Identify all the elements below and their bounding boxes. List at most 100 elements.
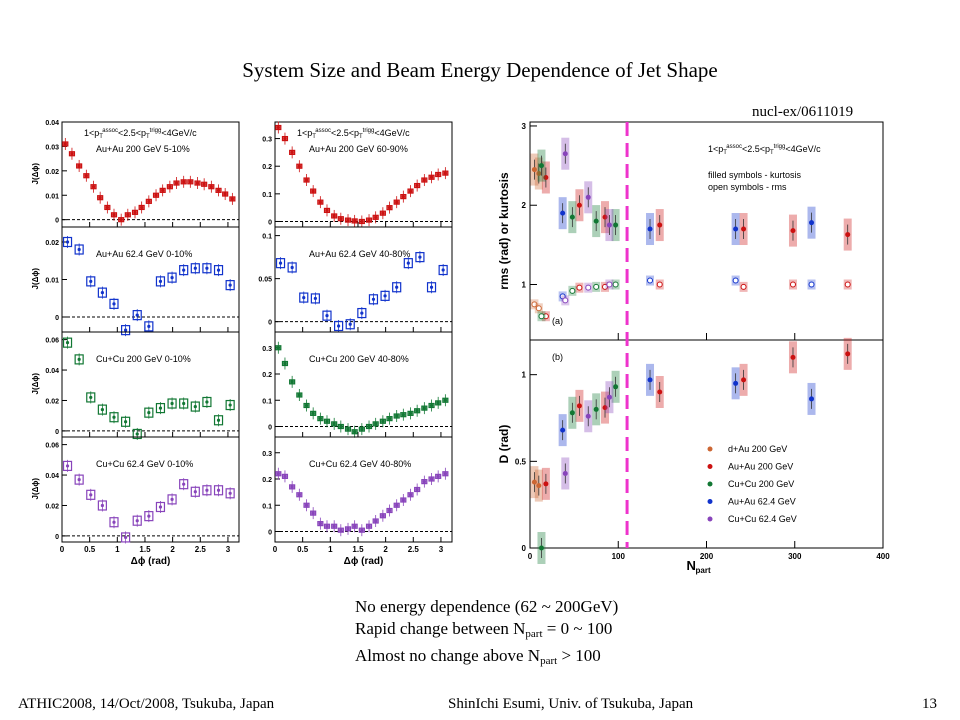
y-tick-label: 0.02 xyxy=(45,169,59,176)
data-marker xyxy=(538,163,544,169)
panel-1-1 xyxy=(274,226,453,333)
data-marker xyxy=(182,401,186,406)
data-marker xyxy=(100,503,104,508)
data-marker xyxy=(168,185,172,189)
data-marker xyxy=(223,192,227,196)
x-tick-label: 1.5 xyxy=(352,545,364,554)
data-marker xyxy=(304,178,309,182)
data-marker xyxy=(536,483,542,489)
data-marker xyxy=(401,195,405,199)
y-tick-label: 0 xyxy=(55,429,59,436)
data-marker xyxy=(408,189,413,193)
data-marker xyxy=(205,266,209,270)
data-marker xyxy=(429,403,434,408)
panel-frame xyxy=(274,436,453,543)
data-marker xyxy=(65,464,70,468)
data-marker xyxy=(205,488,209,492)
data-marker xyxy=(228,491,232,495)
data-marker xyxy=(374,422,378,426)
data-marker xyxy=(182,268,186,272)
panel-tag: (b) xyxy=(552,352,563,362)
data-marker xyxy=(124,328,128,332)
y-tick-label: 1 xyxy=(522,371,527,380)
panel-1-3 xyxy=(274,436,453,543)
rms-marker xyxy=(602,283,609,290)
data-marker xyxy=(395,414,399,418)
data-marker xyxy=(276,472,280,476)
data-marker xyxy=(89,493,93,497)
data-marker xyxy=(443,472,447,476)
x-axis-label: N xyxy=(687,558,696,573)
data-marker xyxy=(147,199,151,203)
data-marker xyxy=(360,528,364,532)
data-marker xyxy=(809,396,815,402)
data-marker xyxy=(332,524,336,528)
panel-frame xyxy=(274,331,453,438)
data-marker xyxy=(387,206,392,210)
x-axis-label-sub: part xyxy=(696,566,711,575)
data-marker xyxy=(593,406,599,412)
data-marker xyxy=(576,202,582,208)
y-tick-label: 0.3 xyxy=(262,137,272,144)
data-marker xyxy=(543,174,549,180)
rms-marker xyxy=(559,293,566,300)
data-marker xyxy=(126,213,130,217)
data-marker xyxy=(845,232,851,238)
data-marker xyxy=(741,226,747,232)
data-marker xyxy=(193,266,197,270)
data-marker xyxy=(395,503,399,507)
data-marker xyxy=(283,474,287,478)
data-marker xyxy=(562,151,568,157)
y-tick-label: 0 xyxy=(268,530,272,537)
y-axis-label: J(Δϕ) xyxy=(31,478,40,500)
data-marker xyxy=(65,240,70,244)
data-marker xyxy=(158,279,163,283)
data-marker xyxy=(147,411,151,415)
data-marker xyxy=(228,403,232,407)
data-marker xyxy=(436,172,440,177)
x-tick-label: 400 xyxy=(876,552,890,561)
note-line-3-pre: Almost no change above N xyxy=(355,646,541,665)
legend-marker xyxy=(707,499,713,504)
rms-marker xyxy=(535,305,542,312)
data-marker xyxy=(348,322,352,326)
data-marker xyxy=(318,200,322,204)
data-marker xyxy=(381,419,385,423)
y-axis-label: D (rad) xyxy=(497,425,511,464)
footer-left: ATHIC2008, 14/Oct/2008, Tsukuba, Japan xyxy=(18,696,275,712)
data-marker xyxy=(381,211,385,215)
rms-marker xyxy=(606,281,613,288)
data-marker xyxy=(733,226,739,232)
x-tick-label: 200 xyxy=(700,552,714,561)
rms-marker xyxy=(808,281,815,288)
data-marker xyxy=(158,406,163,410)
panel-1-0 xyxy=(274,121,453,228)
data-marker xyxy=(543,481,549,487)
panel-frame xyxy=(61,436,240,543)
x-tick-label: 1.5 xyxy=(139,545,151,554)
data-marker xyxy=(443,171,447,175)
x-tick-label: 2.5 xyxy=(195,545,207,554)
data-marker xyxy=(741,377,747,383)
data-marker xyxy=(418,255,422,259)
data-marker xyxy=(193,404,197,409)
rms-marker xyxy=(531,301,538,308)
data-marker xyxy=(283,361,287,366)
data-marker xyxy=(422,406,426,410)
data-marker xyxy=(538,545,544,551)
x-tick-label: 0.5 xyxy=(297,545,309,554)
x-tick-label: 0 xyxy=(60,545,65,554)
npart-panel-1 xyxy=(529,337,884,564)
note-line-1-text: No energy dependence (62 ~ 200GeV) xyxy=(355,597,619,616)
data-marker xyxy=(790,354,796,360)
kinematics-label: 1<pTassoc<2.5<pTtrigg<4GeV/c xyxy=(708,144,821,156)
panel-label: Cu+Cu 62.4 GeV 0-10% xyxy=(96,459,193,469)
panel-frame xyxy=(274,226,453,333)
legend-label: Cu+Cu 62.4 GeV xyxy=(728,514,797,524)
panel-0-1 xyxy=(61,226,240,337)
y-tick-label: 0.02 xyxy=(45,503,59,510)
data-marker xyxy=(353,430,357,434)
data-marker xyxy=(560,427,566,433)
legend-label: Au+Au 200 GeV xyxy=(728,462,793,472)
y-axis-label: rms (rad) or kurtosis xyxy=(497,172,511,290)
